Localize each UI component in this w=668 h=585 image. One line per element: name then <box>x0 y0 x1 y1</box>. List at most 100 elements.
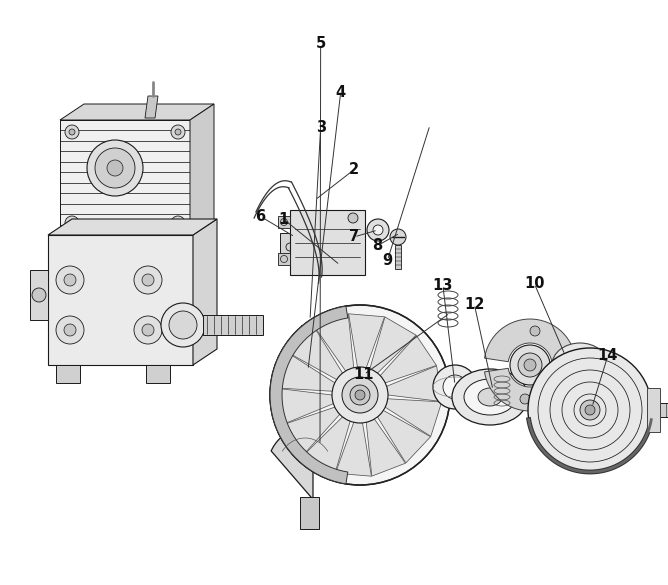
Polygon shape <box>395 245 401 269</box>
Polygon shape <box>48 235 193 365</box>
Polygon shape <box>190 104 214 235</box>
Ellipse shape <box>464 379 516 415</box>
Polygon shape <box>289 327 343 380</box>
Circle shape <box>348 213 358 223</box>
Circle shape <box>175 129 181 135</box>
Circle shape <box>332 367 388 423</box>
Circle shape <box>161 303 205 347</box>
Polygon shape <box>301 325 315 335</box>
Circle shape <box>530 326 540 336</box>
Text: 7: 7 <box>349 229 359 245</box>
Circle shape <box>32 288 46 302</box>
Polygon shape <box>60 104 214 120</box>
Polygon shape <box>377 411 431 463</box>
Polygon shape <box>366 419 405 476</box>
Circle shape <box>169 311 197 339</box>
Circle shape <box>87 140 143 196</box>
Circle shape <box>367 219 389 241</box>
Circle shape <box>142 274 154 286</box>
Text: 11: 11 <box>354 367 374 382</box>
Circle shape <box>65 125 79 139</box>
Circle shape <box>270 305 450 485</box>
Circle shape <box>510 345 550 385</box>
Polygon shape <box>387 366 442 401</box>
Circle shape <box>373 225 383 235</box>
Text: 8: 8 <box>372 238 383 253</box>
Circle shape <box>528 348 652 472</box>
Polygon shape <box>48 219 217 235</box>
Circle shape <box>142 324 154 336</box>
Polygon shape <box>349 314 385 368</box>
Text: 1: 1 <box>279 212 289 227</box>
Circle shape <box>585 405 595 415</box>
Text: 10: 10 <box>524 276 544 291</box>
Circle shape <box>107 160 123 176</box>
Circle shape <box>580 400 600 420</box>
Circle shape <box>390 229 406 245</box>
Circle shape <box>95 148 135 188</box>
Circle shape <box>350 385 370 405</box>
Text: 4: 4 <box>335 85 346 100</box>
Polygon shape <box>304 417 350 473</box>
Circle shape <box>64 274 76 286</box>
Circle shape <box>433 365 477 409</box>
Circle shape <box>64 324 76 336</box>
Circle shape <box>171 125 185 139</box>
Text: 5: 5 <box>315 36 326 51</box>
Circle shape <box>69 129 75 135</box>
Text: 12: 12 <box>464 297 484 312</box>
Text: 9: 9 <box>382 253 393 268</box>
Polygon shape <box>145 96 158 118</box>
Polygon shape <box>380 335 436 383</box>
Polygon shape <box>300 497 319 529</box>
Polygon shape <box>290 210 365 275</box>
Polygon shape <box>647 403 668 417</box>
Polygon shape <box>271 428 339 500</box>
Polygon shape <box>300 345 318 390</box>
Polygon shape <box>279 353 335 391</box>
Ellipse shape <box>562 351 598 379</box>
Circle shape <box>171 216 185 230</box>
Polygon shape <box>278 253 290 265</box>
Polygon shape <box>30 270 48 320</box>
Text: 14: 14 <box>598 348 618 363</box>
Polygon shape <box>270 306 348 484</box>
Polygon shape <box>370 317 416 373</box>
Circle shape <box>443 375 467 399</box>
Circle shape <box>518 353 542 377</box>
Circle shape <box>65 216 79 230</box>
Polygon shape <box>283 407 340 455</box>
Text: 2: 2 <box>349 162 359 177</box>
Ellipse shape <box>552 343 608 387</box>
Polygon shape <box>193 219 217 365</box>
Circle shape <box>134 316 162 344</box>
Circle shape <box>572 357 588 373</box>
Polygon shape <box>484 319 576 362</box>
Circle shape <box>524 359 536 371</box>
Circle shape <box>175 220 181 226</box>
Text: 6: 6 <box>255 209 266 224</box>
Polygon shape <box>56 365 80 383</box>
Text: 13: 13 <box>433 278 453 293</box>
Polygon shape <box>335 422 371 476</box>
Text: 3: 3 <box>315 120 326 135</box>
Polygon shape <box>647 388 660 432</box>
Circle shape <box>69 220 75 226</box>
Circle shape <box>342 377 378 413</box>
Ellipse shape <box>478 388 502 406</box>
Polygon shape <box>315 314 354 371</box>
Polygon shape <box>203 315 263 335</box>
Circle shape <box>134 266 162 294</box>
Polygon shape <box>280 233 310 255</box>
Polygon shape <box>146 365 170 383</box>
Polygon shape <box>279 388 333 424</box>
Ellipse shape <box>452 369 528 425</box>
Polygon shape <box>385 399 442 436</box>
Circle shape <box>355 390 365 400</box>
Circle shape <box>56 316 84 344</box>
Polygon shape <box>60 120 190 235</box>
Circle shape <box>56 266 84 294</box>
Circle shape <box>520 394 530 404</box>
Polygon shape <box>484 369 576 411</box>
Polygon shape <box>278 216 290 228</box>
